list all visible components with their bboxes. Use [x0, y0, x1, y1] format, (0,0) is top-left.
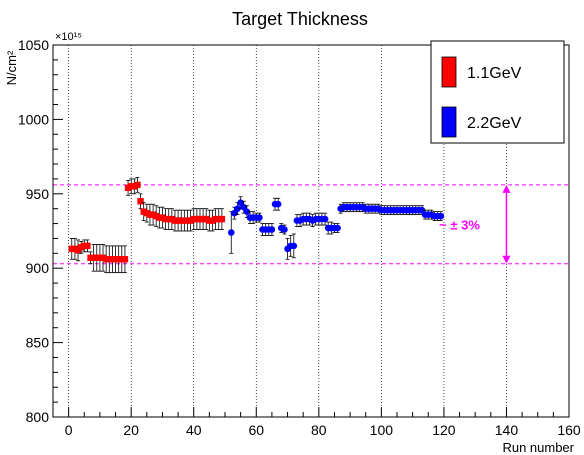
data-point	[321, 215, 329, 223]
y-tick-label: 1000	[18, 111, 49, 127]
plot-frame	[52, 44, 570, 418]
chart-title: Target Thickness	[232, 9, 368, 29]
data-point	[334, 224, 341, 232]
x-tick-label: 40	[186, 422, 202, 438]
legend-label-1: 1.1GeV	[467, 65, 522, 82]
x-axis-label: Run number	[502, 440, 574, 455]
data-point	[281, 226, 288, 233]
series-2	[227, 196, 445, 260]
data-point	[437, 212, 445, 220]
axes: 0 20 40 60 80 100 120 140 160 800 850 900 950 1000 105…	[18, 37, 581, 438]
series-1	[68, 177, 226, 274]
band-arrow-up	[502, 184, 511, 193]
y-tick-label: 800	[26, 409, 50, 425]
data-point	[134, 181, 141, 189]
x-tick-label: 60	[248, 422, 264, 438]
y-tick-label: 950	[26, 186, 50, 202]
data-point	[137, 198, 144, 205]
data-point	[84, 242, 91, 250]
data-point	[227, 229, 235, 236]
y-tick-label: 1050	[18, 37, 49, 53]
band: ~ ± 3%	[53, 184, 569, 265]
data-point	[218, 215, 226, 223]
legend-swatch-2	[441, 106, 457, 138]
data-point	[121, 256, 129, 263]
x-tick-label: 100	[370, 422, 394, 438]
x-tick-label: 0	[65, 422, 73, 438]
legend-label-2: 2.2GeV	[467, 115, 522, 132]
legend: 1.1GeV 2.2GeV	[430, 40, 565, 144]
y-exponent-label: ×10¹⁵	[55, 31, 82, 43]
y-axis-label: N/cm²	[4, 50, 19, 85]
data-point	[290, 242, 298, 250]
x-tick-label: 120	[432, 422, 456, 438]
y-tick-label: 900	[26, 260, 50, 276]
x-tick-label: 80	[311, 422, 327, 438]
y-tick-label: 850	[26, 335, 50, 351]
x-tick-label: 140	[495, 422, 519, 438]
data-point	[234, 205, 241, 212]
data-marks	[68, 177, 445, 274]
x-tick-label: 20	[123, 422, 139, 438]
data-point	[256, 214, 263, 221]
data-point	[243, 208, 251, 215]
data-point	[268, 226, 276, 233]
band-label: ~ ± 3%	[439, 217, 480, 232]
data-point	[274, 200, 282, 208]
legend-swatch-1	[441, 56, 457, 88]
band-arrow-down	[502, 255, 511, 264]
x-tick-label: 160	[557, 422, 581, 438]
